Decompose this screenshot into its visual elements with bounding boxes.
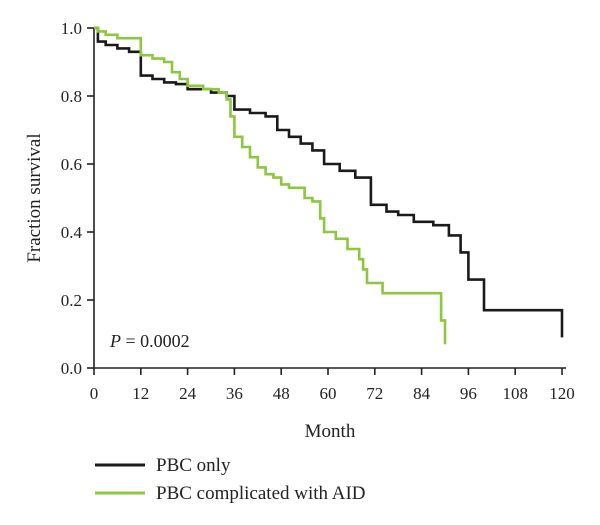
p-value-annotation: P = 0.0002 [109,331,190,351]
x-ticks: 0 12 24 36 48 60 72 84 96 108 120 [90,368,575,403]
y-tick-label: 0.4 [61,223,83,242]
legend-label-pbc-only: PBC only [156,455,231,476]
x-axis-label: Month [305,421,356,442]
x-tick-label: 24 [179,384,197,403]
legend: PBC only PBC complicated with AID [95,455,366,504]
x-tick-label: 96 [460,384,477,403]
p-value-value: = 0.0002 [121,331,190,351]
x-tick-label: 36 [226,384,243,403]
y-axis-label: Fraction survival [24,133,45,262]
x-tick-label: 12 [132,384,149,403]
y-tick-label: 0.2 [61,291,82,310]
x-tick-label: 108 [502,384,528,403]
series-line-pbc-only [94,26,564,338]
series-line-pbc-aid [94,26,447,345]
x-tick-label: 60 [320,384,337,403]
p-value-prefix: P [109,331,121,351]
y-tick-label: 1.0 [61,19,82,38]
x-tick-label: 72 [366,384,383,403]
x-tick-label: 0 [90,384,99,403]
series-layer [94,26,564,345]
x-tick-label: 48 [273,384,290,403]
legend-label-pbc-aid: PBC complicated with AID [156,483,366,504]
y-tick-label: 0.0 [61,359,82,378]
x-tick-label: 120 [549,384,575,403]
x-tick-label: 84 [413,384,431,403]
y-tick-label: 0.8 [61,87,82,106]
y-ticks: 0.0 0.2 0.4 0.6 0.8 1.0 [61,19,94,378]
y-tick-label: 0.6 [61,155,82,174]
